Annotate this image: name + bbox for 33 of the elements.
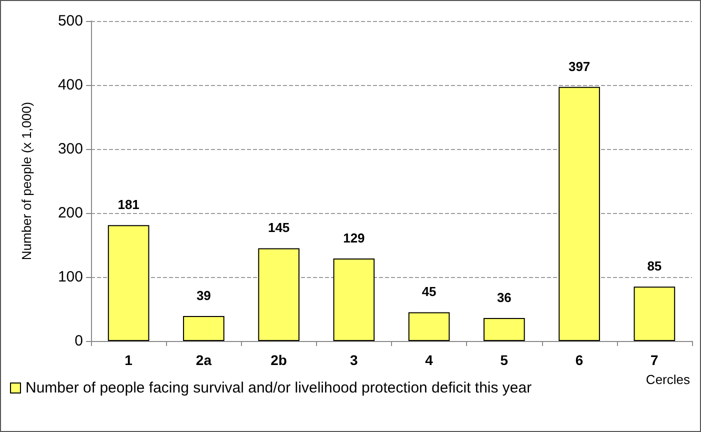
- bar: [258, 248, 300, 341]
- y-tick-label: 100: [58, 268, 83, 286]
- data-label: 39: [196, 288, 211, 304]
- bar: [558, 86, 600, 341]
- x-tick-label: 4: [425, 352, 434, 368]
- x-tick-label: 5: [500, 352, 508, 368]
- data-label: 85: [647, 258, 662, 274]
- y-tick-label: 500: [58, 12, 83, 30]
- bar: [183, 316, 224, 341]
- data-label: 397: [568, 58, 590, 74]
- y-tick-label: 300: [58, 140, 83, 158]
- data-label: 36: [496, 290, 512, 305]
- x-tick-label: 2b: [270, 352, 287, 368]
- x-tick-label: 1: [124, 352, 133, 368]
- bar: [484, 318, 525, 341]
- data-label: 45: [422, 284, 436, 300]
- legend-label: Number of people facing survival and/or livelihood protection deficit this year: [26, 380, 532, 396]
- y-tick-label: 0: [74, 332, 83, 350]
- bar: [408, 312, 450, 341]
- data-label: 129: [343, 230, 365, 246]
- x-tick-label: 3: [350, 352, 358, 368]
- x-tick-label: 6: [575, 352, 584, 368]
- y-tick-label: 200: [58, 204, 83, 222]
- x-axis-title: Cercles: [646, 372, 690, 387]
- data-label: 181: [118, 197, 140, 212]
- bar: [634, 286, 676, 341]
- data-label: 145: [268, 220, 290, 236]
- bar: [333, 258, 375, 341]
- bar: [108, 225, 150, 341]
- x-tick-label: 7: [650, 352, 659, 368]
- x-tick-label: 2a: [196, 352, 212, 368]
- y-axis-title: Number of people (x 1,000): [19, 102, 34, 260]
- y-tick-label: 400: [58, 76, 83, 94]
